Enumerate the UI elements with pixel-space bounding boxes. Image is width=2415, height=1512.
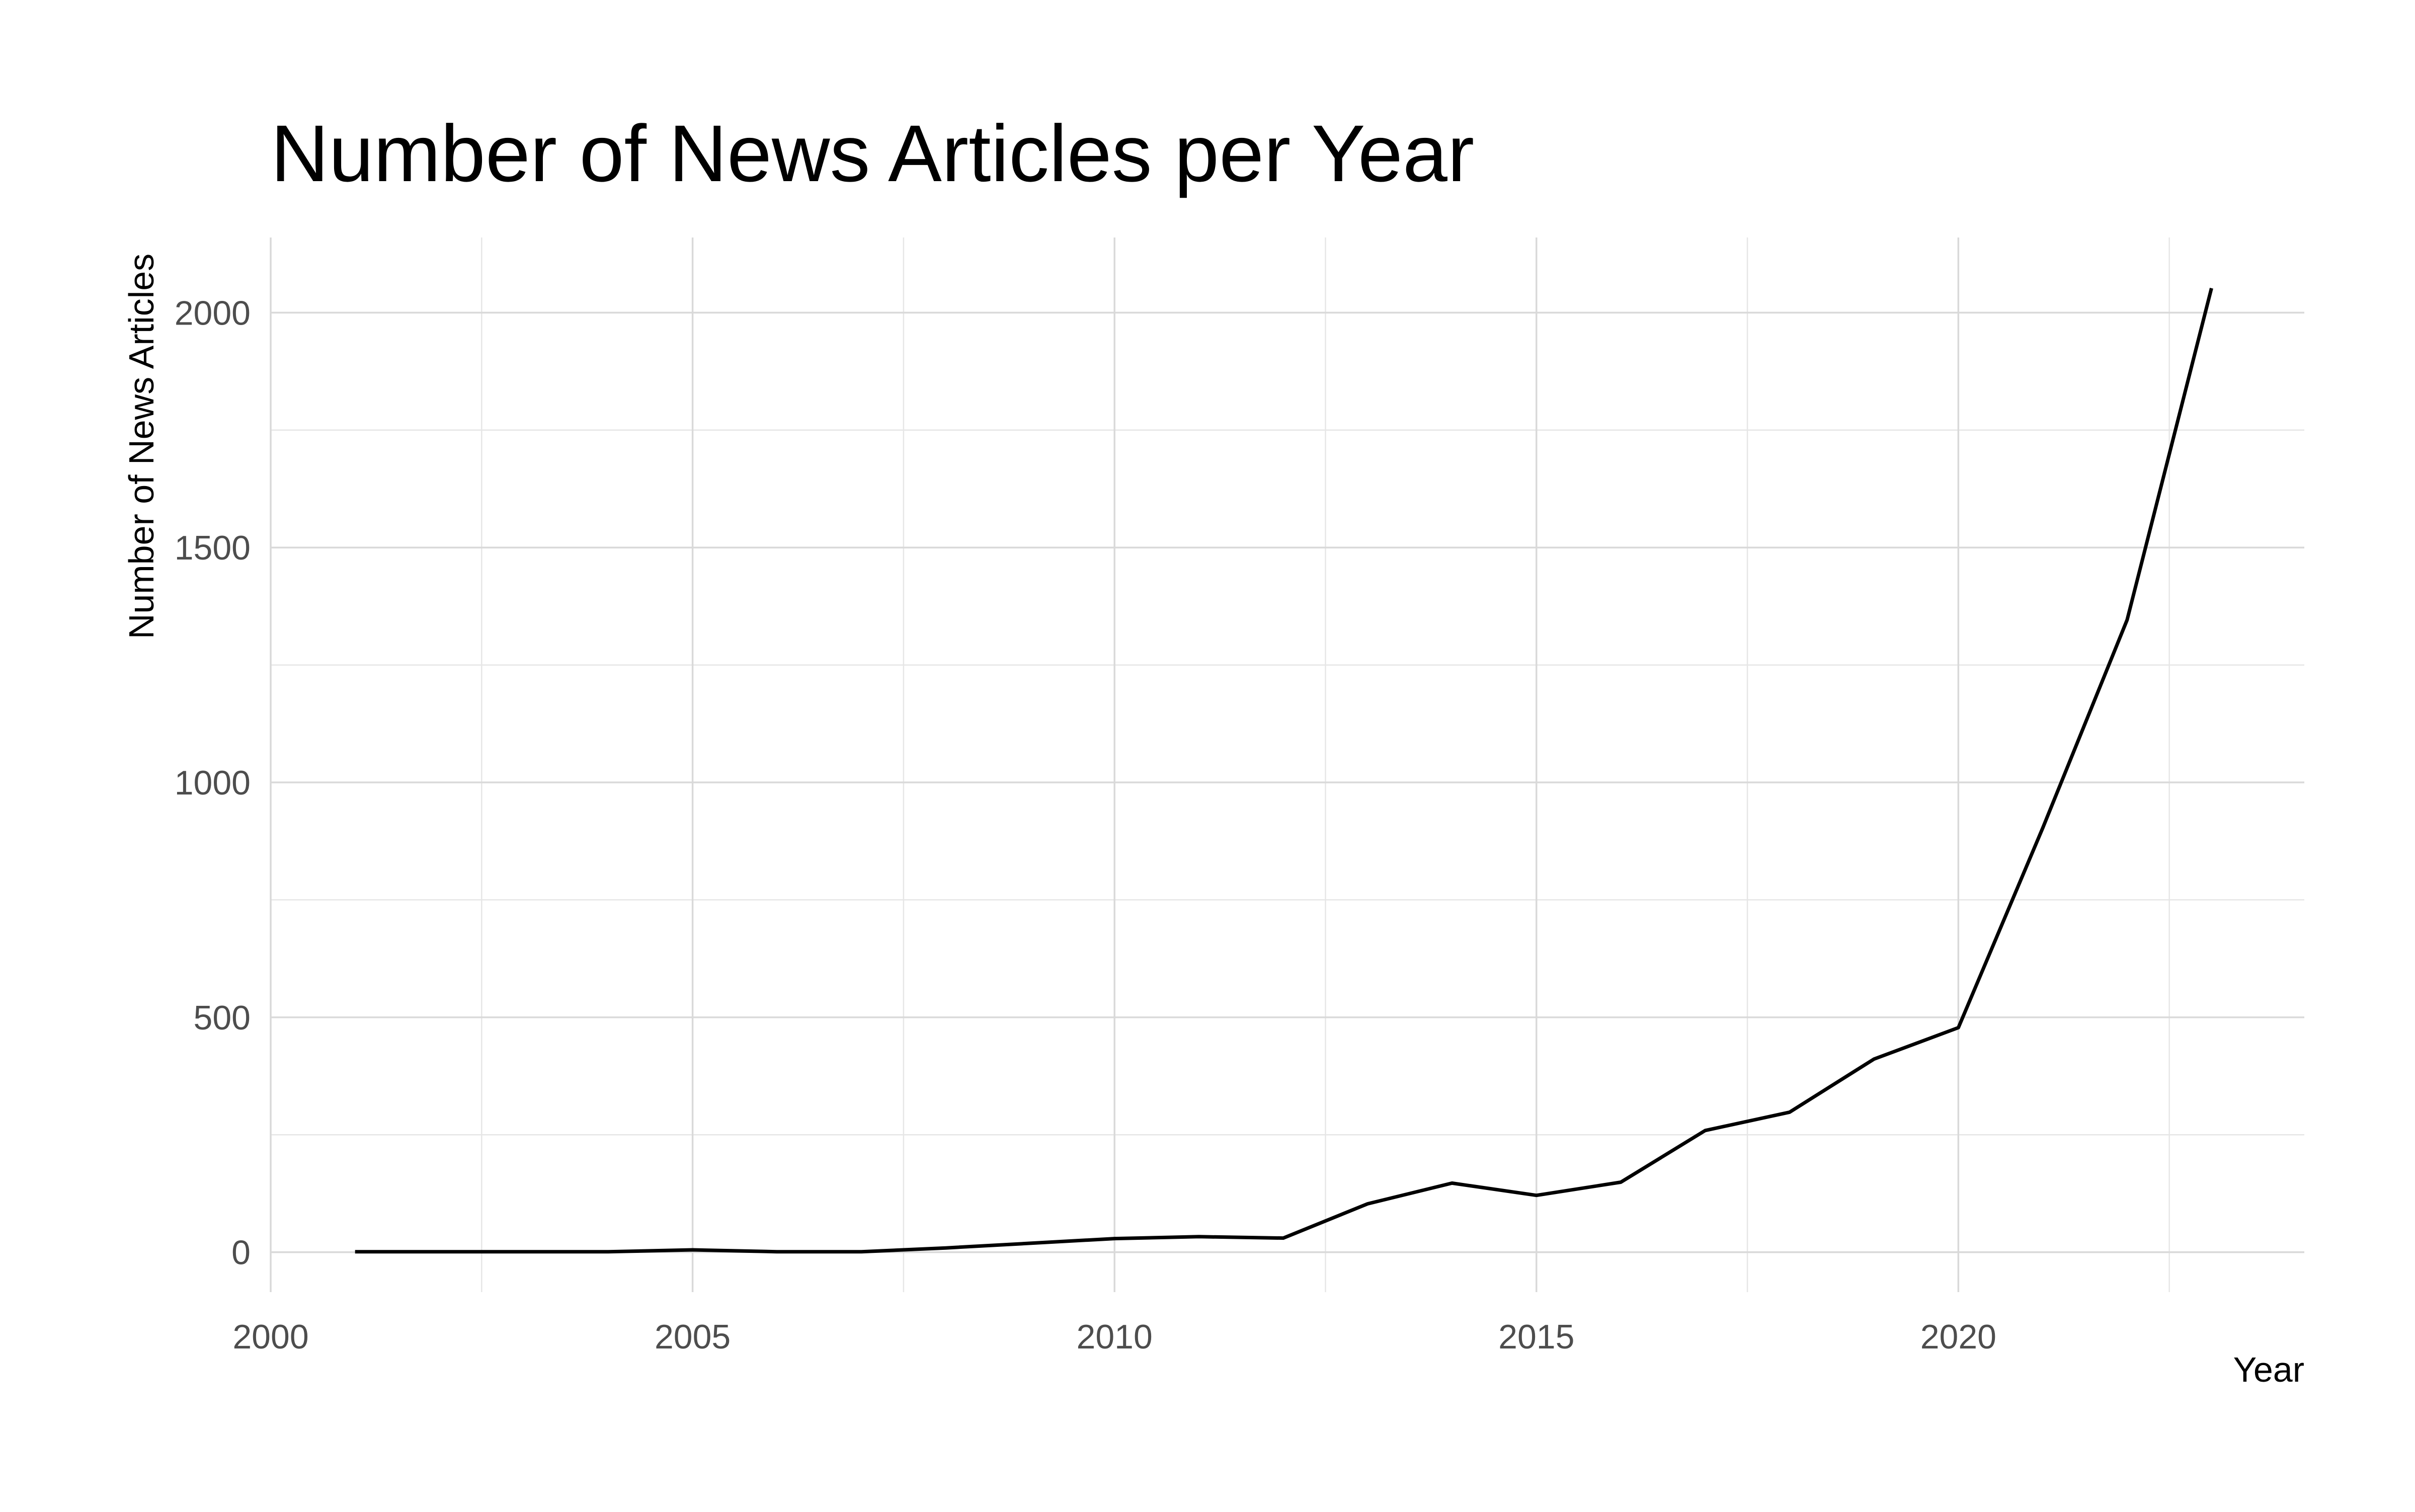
x-tick-label: 2005 bbox=[655, 1318, 731, 1356]
x-tick-label: 2000 bbox=[232, 1318, 308, 1356]
grid-layer bbox=[270, 237, 2304, 1292]
series-line bbox=[355, 287, 2213, 1254]
chart-title: Number of News Articles per Year bbox=[271, 108, 1474, 198]
x-tick-label: 2015 bbox=[1498, 1318, 1574, 1356]
y-tick-label: 500 bbox=[194, 999, 251, 1037]
series-layer bbox=[355, 287, 2213, 1254]
y-axis-title: Number of News Articles bbox=[122, 254, 161, 639]
tick-label-layer: 2000 2005 2010 2015 2020 0 500 1000 1500 2000 bbox=[175, 294, 1996, 1356]
y-tick-label: 1000 bbox=[175, 764, 251, 802]
x-axis-title: Year bbox=[2233, 1350, 2304, 1389]
y-tick-label: 1500 bbox=[175, 529, 251, 567]
x-tick-label: 2010 bbox=[1077, 1318, 1153, 1356]
y-tick-label: 2000 bbox=[175, 294, 251, 332]
x-tick-label: 2020 bbox=[1920, 1318, 1996, 1356]
y-tick-label: 0 bbox=[231, 1234, 251, 1272]
